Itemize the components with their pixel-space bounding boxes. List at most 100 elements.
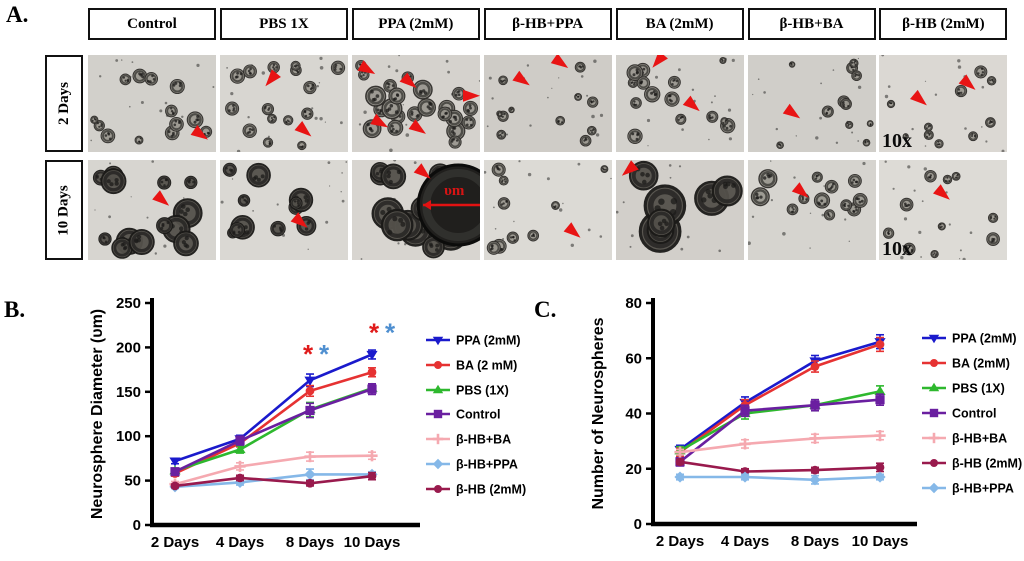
series-marker bbox=[810, 400, 820, 410]
series-line bbox=[174, 353, 373, 463]
legend-item: β-HB (2mM) bbox=[922, 457, 1022, 471]
micrograph-cell bbox=[615, 55, 744, 152]
panel-c-label: C. bbox=[534, 297, 557, 322]
y-tick-label: 20 bbox=[625, 461, 642, 478]
micrograph bbox=[747, 55, 876, 152]
series-marker bbox=[169, 457, 181, 467]
chart-b: 0 50 100 150 200 250 2 Days 4 Days 8 Days 10 Days… bbox=[89, 295, 526, 551]
y-tick-label: 100 bbox=[116, 428, 141, 445]
legend-item: β-HB+BA bbox=[922, 432, 1007, 446]
micrograph-cell bbox=[747, 55, 876, 152]
micrograph-cell: 10x bbox=[879, 55, 1008, 152]
series-marker bbox=[930, 359, 938, 367]
series-marker bbox=[170, 481, 180, 491]
legend-item: PPA (2mM) bbox=[922, 332, 1017, 346]
legend-item: β-HB+BA bbox=[426, 433, 511, 447]
legend-item: BA (2 mM) bbox=[426, 359, 517, 373]
chart-c: 0 20 40 60 80 2 Days 4 Days 8 Days 10 Days Number… bbox=[590, 295, 1022, 550]
column-header: β-HB+PPA bbox=[483, 8, 612, 40]
arrowhead-icon bbox=[290, 212, 308, 228]
significance-asterisk: * bbox=[385, 318, 396, 348]
y-axis-label: Number of Neurospheres bbox=[590, 317, 607, 509]
column-header: β-HB (2mM) bbox=[879, 8, 1008, 40]
series-line bbox=[679, 398, 881, 463]
series-marker bbox=[929, 408, 939, 418]
column-header-label: β-HB+PPA bbox=[512, 15, 584, 32]
arrowhead-icon bbox=[408, 119, 426, 134]
legend-label: BA (2 mM) bbox=[456, 359, 517, 373]
y-tick-label: 50 bbox=[124, 473, 141, 490]
series-marker bbox=[434, 361, 442, 369]
series-marker bbox=[235, 473, 245, 483]
series-marker bbox=[367, 384, 377, 394]
legend-label: PBS (1X) bbox=[952, 382, 1005, 396]
series-marker bbox=[432, 384, 444, 394]
micrograph-cell bbox=[483, 55, 612, 152]
micrograph: υm bbox=[351, 160, 480, 260]
arrowhead-icon bbox=[782, 103, 800, 119]
legend-item: PPA (2mM) bbox=[426, 334, 521, 348]
y-axis-label: Neurosphere Diameter (υm) bbox=[89, 309, 106, 519]
series-marker bbox=[675, 457, 685, 467]
series-3 bbox=[674, 385, 886, 456]
legend-label: β-HB+BA bbox=[952, 432, 1007, 446]
arrowhead-icon bbox=[152, 190, 170, 206]
y-tick-label: 200 bbox=[116, 339, 141, 356]
row-header: 10 Days bbox=[45, 160, 83, 260]
legend-label: PPA (2mM) bbox=[456, 334, 521, 348]
series-line bbox=[679, 390, 881, 452]
legend-item: Control bbox=[426, 408, 500, 422]
arrowhead-icon bbox=[791, 182, 809, 198]
arrowhead-icon bbox=[413, 163, 431, 179]
arrowhead-icon bbox=[682, 95, 700, 112]
micrograph-cell bbox=[219, 55, 348, 152]
series-marker bbox=[305, 405, 315, 416]
series-7 bbox=[674, 471, 886, 486]
series-marker bbox=[810, 362, 820, 371]
row-header-label: 10 Days bbox=[55, 184, 72, 236]
arrowhead-icon bbox=[357, 60, 375, 74]
arrowhead-icon bbox=[959, 74, 976, 90]
series-line bbox=[174, 371, 373, 475]
legend-label: PBS (1X) bbox=[456, 384, 509, 398]
column-header-label: BA (2mM) bbox=[645, 15, 714, 32]
significance-asterisk: * bbox=[369, 318, 380, 348]
panel-a-label: A. bbox=[6, 2, 29, 27]
legend-label: β-HB+PPA bbox=[952, 482, 1014, 496]
series-line bbox=[174, 387, 373, 473]
series-line bbox=[679, 460, 881, 473]
series-1 bbox=[169, 349, 378, 467]
micrograph bbox=[351, 55, 480, 152]
series-6 bbox=[675, 457, 885, 476]
micrograph bbox=[615, 55, 744, 152]
series-marker bbox=[235, 436, 245, 446]
arrowhead-icon bbox=[621, 160, 639, 176]
arrowhead-icon bbox=[265, 69, 281, 87]
legend-item: β-HB+PPA bbox=[922, 482, 1014, 496]
series-marker bbox=[432, 458, 444, 470]
column-header-label: Control bbox=[127, 15, 177, 32]
series-line bbox=[174, 454, 373, 486]
micrograph-cell bbox=[351, 55, 480, 152]
micrograph bbox=[747, 160, 876, 260]
diameter-annotation: υm bbox=[444, 183, 465, 199]
micrograph-cell bbox=[88, 160, 216, 260]
series-4 bbox=[170, 383, 377, 477]
arrowhead-icon bbox=[550, 55, 568, 68]
arrowhead-icon bbox=[512, 70, 530, 86]
arrowhead-icon bbox=[294, 120, 312, 137]
micrograph-cell bbox=[747, 160, 876, 260]
x-tick-label: 10 Days bbox=[344, 534, 401, 551]
column-header-label: PPA (2mM) bbox=[378, 15, 454, 32]
micrograph bbox=[219, 55, 348, 152]
column-header-label: PBS 1X bbox=[259, 15, 309, 32]
micrograph-cell bbox=[483, 160, 612, 260]
series-5 bbox=[674, 430, 886, 458]
series-line bbox=[679, 434, 881, 454]
legend-item: β-HB (2mM) bbox=[426, 483, 526, 497]
series-marker bbox=[432, 336, 444, 346]
series-marker bbox=[928, 334, 940, 344]
significance-asterisk: * bbox=[319, 339, 330, 369]
column-header-label: β-HB+BA bbox=[779, 15, 844, 32]
